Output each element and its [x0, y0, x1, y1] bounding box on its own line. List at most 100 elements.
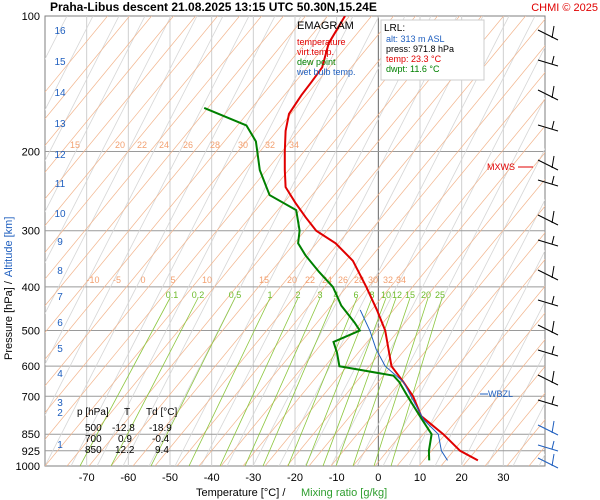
skew-line: [565, 16, 600, 466]
mixing-ratio-line: [322, 297, 387, 466]
mixing-ratio-label: 3: [317, 290, 322, 300]
table-row-500-p: 500: [85, 423, 102, 434]
dry-adiabat: [418, 312, 545, 466]
x-tick-30: 30: [497, 472, 509, 484]
skew-line: [148, 16, 380, 466]
altitude-tick-6: 6: [57, 318, 63, 329]
adiabat-label-upper: 30: [238, 140, 248, 150]
wind-barb-flag: [551, 210, 555, 224]
wind-barb-flag: [551, 440, 555, 450]
series-dew-point: [203, 106, 433, 461]
mixing-ratio-label: 20: [421, 290, 431, 300]
pressure-tick-labels: 100 200 300 400 500 600 700 850 925 1000: [16, 11, 40, 473]
lrl-press: press: 971.8 hPa: [386, 44, 454, 54]
adiabat-label-lower: 10: [202, 275, 212, 285]
mixing-ratio-line: [244, 297, 321, 466]
p-tick-700: 700: [22, 391, 40, 403]
dry-adiabat: [220, 72, 545, 466]
altitude-tick-11: 11: [55, 179, 66, 190]
skew-line: [45, 16, 224, 366]
lrl-temp: temp: 23.3 °C: [386, 54, 442, 64]
wind-barb: [537, 457, 559, 469]
wind-barb: [537, 299, 559, 307]
mxws-label: MXWS: [487, 162, 515, 172]
wind-barb-flag: [551, 120, 555, 130]
wind-barb: [537, 269, 559, 281]
table-row-850-t: 12.2: [115, 445, 135, 456]
dry-adiabat: [352, 232, 545, 466]
altitude-tick-7: 7: [57, 292, 63, 303]
series-wet-bulb-temp-: [359, 309, 448, 461]
series-temperature: [283, 16, 479, 462]
mixing-ratio-line: [150, 297, 236, 466]
table-header-t: T: [124, 407, 130, 418]
wind-barb-flag: [551, 235, 555, 245]
adiabat-label-lower: 32: [383, 275, 393, 285]
x-tick-labels: -70 -60 -50 -40 -30 -20 -10 0 10 20 30: [79, 472, 510, 484]
table-row-500-t: -12.8: [112, 423, 135, 434]
mixing-ratio-line: [373, 297, 429, 466]
skew-line: [45, 16, 198, 315]
adiabat-label-lower: 26: [338, 275, 348, 285]
x-tick--50: -50: [162, 472, 178, 484]
x-tick--30: -30: [245, 472, 261, 484]
dry-adiabat: [308, 178, 545, 466]
wind-barb-flag: [551, 453, 555, 467]
p-tick-400: 400: [22, 282, 40, 294]
mixing-ratio-line: [188, 297, 271, 466]
adiabat-label-upper: 32: [265, 140, 275, 150]
x-tick-10: 10: [414, 472, 426, 484]
mixing-ratio-line: [352, 297, 411, 466]
x-axis-label: Temperature [°C] /: [196, 487, 286, 499]
skew-line: [122, 16, 354, 466]
altitude-tick-4: 4: [57, 369, 63, 380]
table-header-td: Td [°C]: [146, 407, 177, 418]
wind-barb: [537, 159, 559, 171]
wind-barb: [537, 444, 559, 452]
mixing-ratio-label: 8: [369, 290, 374, 300]
adiabat-label-lower: 5: [170, 275, 175, 285]
wind-barb-flag: [551, 155, 555, 169]
dry-adiabat: [45, 16, 329, 360]
p-tick-925: 925: [22, 446, 40, 458]
dry-adiabat: [198, 45, 545, 466]
adiabat-label-lower: 30: [368, 275, 378, 285]
skew-line: [45, 16, 146, 213]
skew-line: [96, 16, 328, 466]
adiabat-label-lower: 28: [354, 275, 364, 285]
mixing-ratio-line: [390, 297, 443, 466]
adiabat-label-upper: 20: [115, 140, 125, 150]
wind-barb: [537, 374, 559, 386]
wbzl-label: WBZL: [488, 389, 513, 399]
mixing-ratio-line: [110, 297, 199, 466]
dry-adiabat: [176, 18, 545, 466]
p-tick-100: 100: [22, 11, 40, 23]
table-row-500-td: -18.9: [149, 423, 172, 434]
p-tick-600: 600: [22, 361, 40, 373]
legend-item-wet-bulb: wet bulb temp.: [296, 67, 356, 77]
wind-barb-flag: [551, 25, 555, 39]
mixing-ratio-line: [262, 297, 336, 466]
adiabat-label-upper: 22: [137, 140, 147, 150]
p-tick-200: 200: [22, 146, 40, 158]
adiabat-label-lower: 34: [396, 275, 406, 285]
wind-barb-flag: [551, 420, 555, 434]
altitude-tick-16: 16: [54, 26, 66, 37]
table-row-700-p: 700: [85, 434, 102, 445]
wind-barb: [537, 424, 559, 436]
adiabat-label-upper: 28: [210, 140, 220, 150]
skew-line: [200, 16, 432, 466]
dry-adiabat: [264, 125, 545, 466]
sounding-series: [203, 16, 479, 462]
table-header-p: p [hPa]: [77, 407, 109, 418]
dry-adiabat: [374, 259, 545, 466]
x-tick--40: -40: [204, 472, 220, 484]
skew-line: [408, 199, 545, 466]
skew-line: [226, 16, 458, 466]
mixing-ratio-line: [287, 297, 358, 466]
wind-barb-flag: [551, 85, 555, 99]
dry-adiabat: [45, 16, 241, 253]
dry-adiabat: [45, 16, 307, 333]
wind-barb-flag: [551, 345, 555, 355]
